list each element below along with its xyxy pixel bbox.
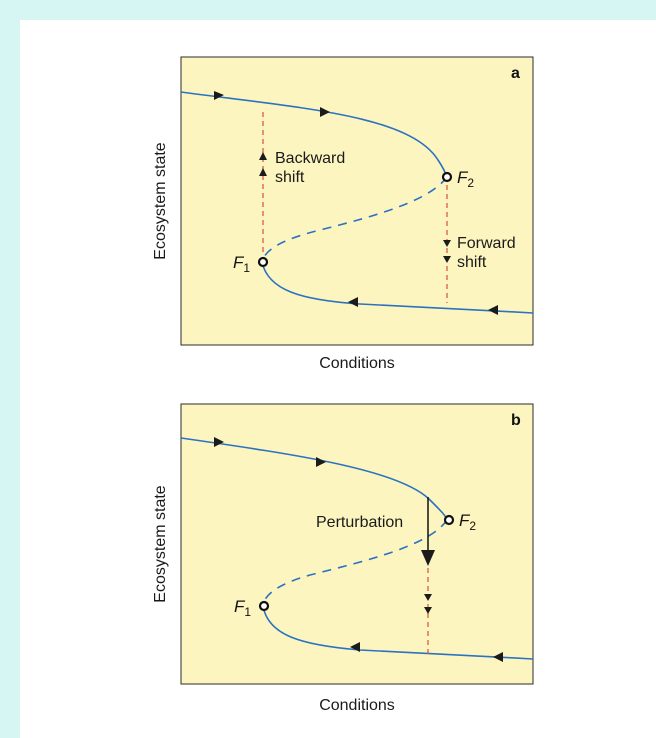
panel-a-backward-arrow-1 (259, 152, 267, 160)
panel-a-arrow-upper-2 (320, 107, 330, 117)
panel-a-arrow-lower-1 (348, 297, 358, 307)
panel-b-arrow-lower-1 (350, 642, 360, 652)
panel-a-arrow-upper-1 (214, 91, 224, 100)
panel-b-f2-label: F2 (459, 511, 476, 533)
panel-b-lower-branch (262, 605, 534, 660)
panel-b-f2-node (443, 514, 455, 526)
panel-a-background (180, 56, 534, 346)
panel-b-unstable-branch (262, 519, 448, 607)
panel-a-forward-label-2: shift (457, 254, 487, 271)
panel-b-perturbation-arrowhead (421, 550, 435, 566)
panel-a-forward-arrow-2 (443, 256, 451, 263)
panel-b-f1-node (258, 600, 270, 612)
panel-b-arrow-upper-2 (316, 457, 326, 467)
panel-b-x-axis-label: Conditions (319, 697, 395, 714)
panel-a-y-axis-label: Ecosystem state (152, 142, 169, 259)
panel-a-f2-node (441, 171, 453, 183)
panel-a-forward-arrow-1 (443, 240, 451, 247)
panel-a-lower-branch (261, 261, 534, 314)
panel-a: a F1 F2 Backward shift Forward shift Con… (152, 56, 534, 372)
panel-b-f1-label: F1 (234, 597, 251, 619)
panel-b-shift-arrow-1 (424, 594, 432, 601)
panel-a-backward-label-1: Backward (275, 150, 345, 167)
panel-b-arrow-lower-2 (493, 652, 503, 662)
panel-a-f2-label: F2 (457, 168, 474, 190)
panel-a-x-axis-label: Conditions (319, 355, 395, 372)
panel-a-unstable-branch (261, 176, 448, 263)
panel-a-backward-label-2: shift (275, 169, 305, 186)
panel-a-f1-node (257, 256, 269, 268)
panel-a-backward-arrow-2 (259, 168, 267, 176)
panel-a-arrow-lower-2 (488, 305, 498, 315)
panel-a-tag: a (511, 65, 520, 82)
panel-b-shift-arrow-2 (424, 607, 432, 614)
panel-b-perturbation-label: Perturbation (316, 514, 403, 531)
panel-b-background (180, 403, 534, 685)
panel-a-forward-label-1: Forward (457, 235, 516, 252)
panel-b: b F1 F2 Perturbation Conditions Ecosyste… (152, 403, 534, 714)
panel-b-arrow-upper-1 (214, 437, 224, 447)
panel-a-f1-label: F1 (233, 253, 250, 275)
panel-b-y-axis-label: Ecosystem state (152, 485, 169, 602)
panel-b-upper-branch (180, 437, 448, 521)
panel-b-tag: b (511, 412, 521, 429)
